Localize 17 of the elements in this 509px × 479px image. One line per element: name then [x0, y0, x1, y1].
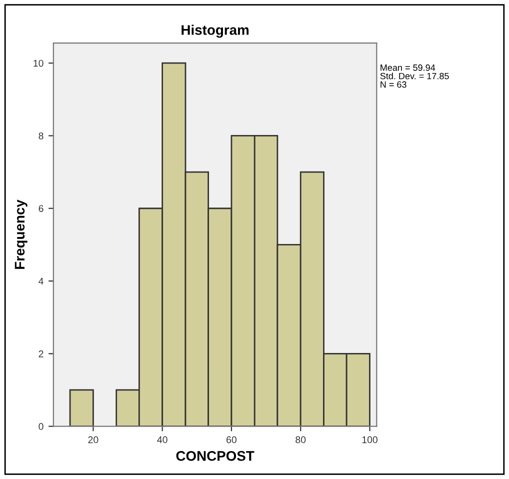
y-tick-label: 6: [38, 205, 44, 212]
x-tick-label: 60: [226, 436, 236, 444]
y-axis-title: Frequency: [14, 200, 28, 269]
y-tick-label: 2: [38, 350, 44, 358]
x-tick-label: 80: [296, 436, 306, 444]
x-tick-label: 40: [157, 436, 168, 444]
x-tick-label: 20: [88, 436, 98, 444]
y-tick-label: 0: [38, 423, 44, 430]
y-tick-label: 8: [38, 132, 44, 140]
x-axis-title: CONCPOST: [176, 451, 254, 461]
chart-title: Histogram: [182, 24, 249, 38]
text: Std. Dev. = 17.85: [380, 72, 449, 80]
text: N = 63: [380, 81, 406, 88]
y-tick-label: 10: [34, 60, 44, 67]
text: Mean = 59.94: [380, 64, 436, 71]
y-tick-label: 4: [38, 278, 44, 285]
x-tick-label: 100: [362, 436, 378, 444]
